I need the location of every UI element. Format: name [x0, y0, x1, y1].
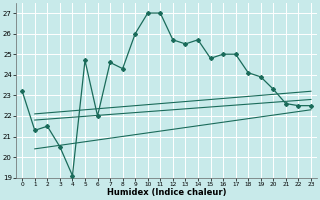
X-axis label: Humidex (Indice chaleur): Humidex (Indice chaleur): [107, 188, 226, 197]
